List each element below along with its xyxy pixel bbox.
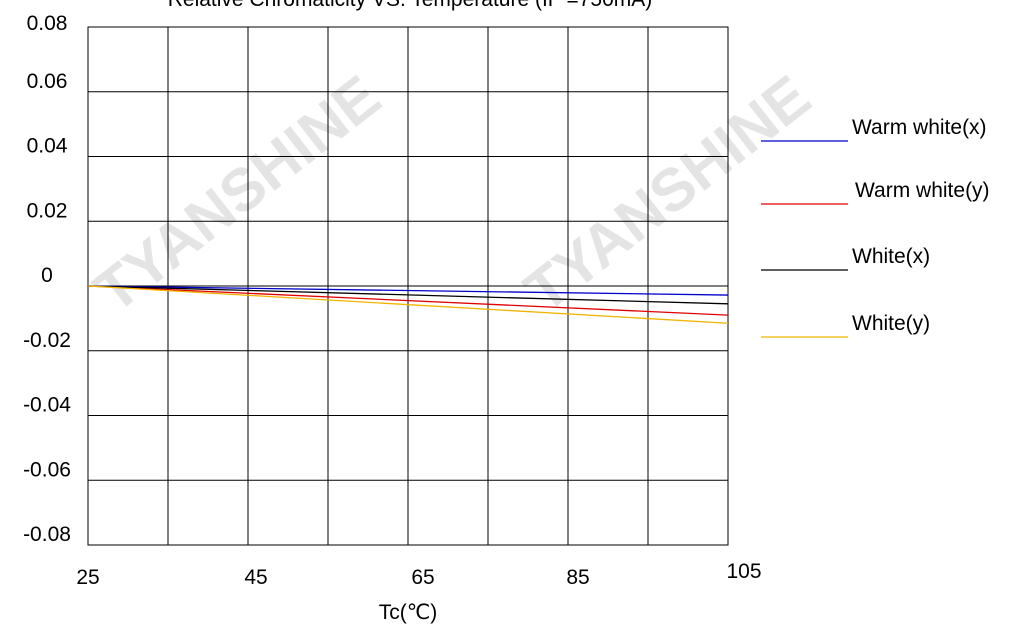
x-tick-label: 105	[726, 560, 761, 583]
y-tick-label: 0.04	[27, 135, 68, 158]
series-line-3	[87, 285, 729, 305]
legend-label-1: Warm white(x)	[852, 116, 987, 139]
legend-label-4: White(y)	[852, 312, 930, 335]
series-line-2	[87, 285, 729, 316]
y-tick-label: 0	[41, 264, 53, 287]
y-tick-label: -0.06	[23, 458, 71, 481]
y-tick-label: -0.04	[23, 394, 71, 417]
x-axis-ticks: 25 45 65 85 105	[76, 560, 761, 589]
x-tick-label: 85	[566, 566, 589, 589]
x-tick-label: 25	[76, 566, 99, 589]
series-layer	[87, 285, 729, 324]
x-tick-label: 65	[411, 566, 434, 589]
x-axis-label: Tc(℃)	[379, 601, 438, 624]
series-line-4	[87, 285, 729, 324]
chart-title: Relative Chromaticity VS. Temperature (I…	[168, 0, 653, 11]
y-tick-label: 0.06	[27, 70, 68, 93]
series-line-1	[87, 285, 729, 296]
y-tick-label: -0.08	[23, 523, 71, 546]
y-axis-ticks: -0.08 -0.06 -0.04 -0.02 0 0.02 0.04 0.06 0.08	[23, 12, 71, 546]
x-tick-label: 45	[244, 566, 267, 589]
y-tick-label: 0.08	[27, 12, 68, 35]
y-tick-label: 0.02	[27, 199, 68, 222]
grid-lines	[87, 26, 729, 546]
legend: Warm white(x) Warm white(y) White(x) White(…	[761, 116, 990, 338]
legend-label-2: Warm white(y)	[855, 179, 990, 202]
legend-label-3: White(x)	[852, 245, 930, 268]
y-tick-label: -0.02	[23, 329, 71, 352]
